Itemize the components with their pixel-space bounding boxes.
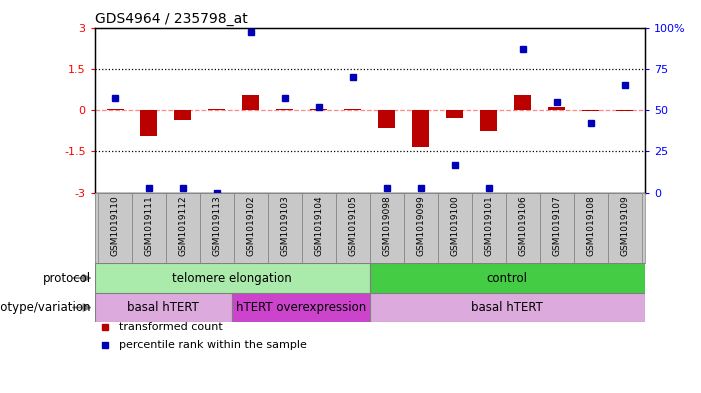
Bar <box>336 193 370 263</box>
Bar <box>573 193 608 263</box>
Bar <box>232 293 370 322</box>
Text: GSM1019112: GSM1019112 <box>179 195 187 256</box>
Bar <box>437 193 472 263</box>
Text: GSM1019109: GSM1019109 <box>620 195 629 256</box>
Bar <box>370 293 645 322</box>
Bar <box>505 193 540 263</box>
Bar <box>276 108 293 110</box>
Bar <box>370 263 645 293</box>
Text: GSM1019103: GSM1019103 <box>280 195 290 256</box>
Bar <box>548 107 565 110</box>
Bar <box>243 95 259 110</box>
Text: hTERT overexpression: hTERT overexpression <box>236 301 366 314</box>
Bar <box>107 108 123 110</box>
Text: GSM1019105: GSM1019105 <box>348 195 358 256</box>
Bar <box>379 110 395 128</box>
Text: GSM1019101: GSM1019101 <box>484 195 494 256</box>
Text: GSM1019106: GSM1019106 <box>518 195 527 256</box>
Text: GDS4964 / 235798_at: GDS4964 / 235798_at <box>95 13 247 26</box>
Bar <box>472 193 505 263</box>
Bar <box>616 110 633 111</box>
Text: GSM1019098: GSM1019098 <box>382 195 391 256</box>
Bar <box>268 193 302 263</box>
Bar <box>132 193 166 263</box>
Text: GSM1019111: GSM1019111 <box>144 195 154 256</box>
Bar <box>404 193 437 263</box>
Text: basal hTERT: basal hTERT <box>471 301 543 314</box>
Bar <box>302 193 336 263</box>
Bar <box>140 110 158 136</box>
Text: GSM1019099: GSM1019099 <box>416 195 426 256</box>
Bar <box>200 193 234 263</box>
Bar <box>608 193 641 263</box>
Text: telomere elongation: telomere elongation <box>172 272 292 285</box>
Text: GSM1019107: GSM1019107 <box>552 195 561 256</box>
Text: GSM1019113: GSM1019113 <box>212 195 222 256</box>
Bar <box>344 108 361 110</box>
Text: protocol: protocol <box>43 272 91 285</box>
Text: GSM1019102: GSM1019102 <box>246 195 255 256</box>
Bar <box>447 110 463 118</box>
Bar <box>311 108 327 110</box>
Bar <box>370 193 404 263</box>
Bar <box>582 110 599 111</box>
Text: genotype/variation: genotype/variation <box>0 301 91 314</box>
Text: GSM1019110: GSM1019110 <box>111 195 119 256</box>
Bar <box>166 193 200 263</box>
Bar <box>95 263 370 293</box>
Bar <box>234 193 268 263</box>
Bar <box>98 193 132 263</box>
Bar <box>95 293 232 322</box>
Text: GSM1019104: GSM1019104 <box>314 195 323 256</box>
Text: control: control <box>487 272 528 285</box>
Text: basal hTERT: basal hTERT <box>128 301 199 314</box>
Text: transformed count: transformed count <box>119 322 223 332</box>
Bar <box>175 110 191 119</box>
Text: GSM1019108: GSM1019108 <box>586 195 595 256</box>
Text: GSM1019100: GSM1019100 <box>450 195 459 256</box>
Bar <box>412 110 429 147</box>
Text: percentile rank within the sample: percentile rank within the sample <box>119 340 307 350</box>
Bar <box>480 110 497 130</box>
Bar <box>540 193 573 263</box>
Bar <box>514 95 531 110</box>
